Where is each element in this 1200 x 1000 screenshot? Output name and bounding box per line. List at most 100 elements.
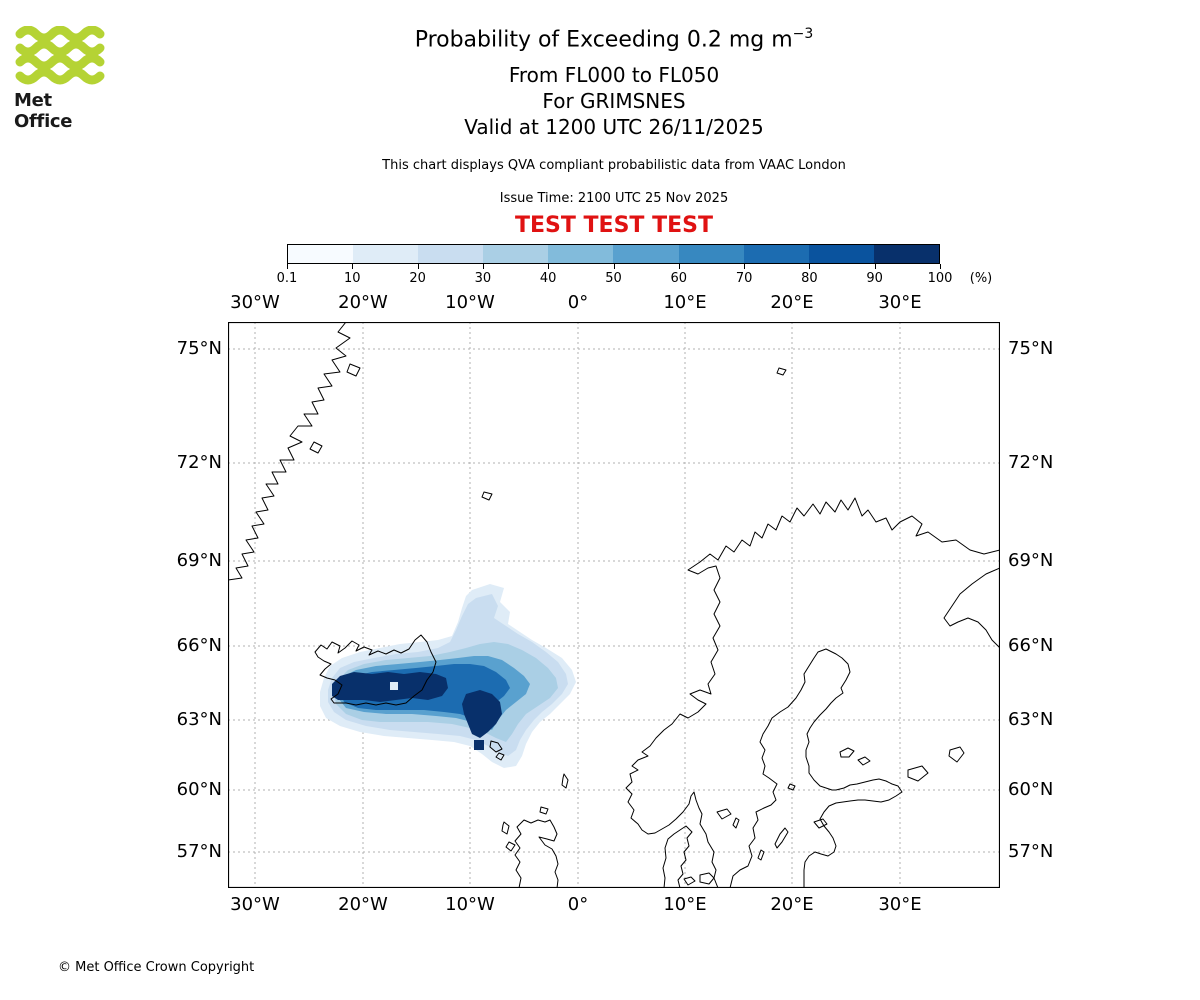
colorbar-unit-label: (%) — [969, 271, 993, 286]
colorbar-tickmark — [352, 264, 354, 269]
lat-label-left: 75°N — [176, 338, 222, 359]
islands-hebrides — [501, 821, 516, 852]
lon-label-top: 10°W — [445, 292, 495, 313]
map-border — [227, 321, 1001, 889]
colorbar-segment — [743, 245, 809, 263]
colorbar-tickmark — [482, 264, 484, 269]
lakes-finland — [839, 747, 871, 766]
met-office-logo-text: Met Office — [14, 90, 73, 132]
colorbar: 0.1 10 20 30 40 50 60 70 80 90 100 (%) — [277, 244, 992, 294]
page-title-exponent: −3 — [792, 26, 814, 42]
lat-label-left: 63°N — [176, 709, 222, 730]
colorbar-segment — [613, 245, 679, 263]
lon-label-bottom: 30°W — [230, 894, 280, 915]
colorbar-segment — [678, 245, 744, 263]
lat-label-left: 66°N — [176, 635, 222, 656]
island-bear-island — [776, 367, 787, 376]
met-office-logo-icon — [15, 26, 105, 85]
colorbar-tickmark — [678, 264, 680, 269]
island-jan-mayen — [481, 491, 493, 501]
lat-label-right: 69°N — [1008, 550, 1054, 571]
islands-faroe — [489, 740, 505, 761]
colorbar-tickmark — [744, 264, 746, 269]
page-title: Probability of Exceeding 0.2 mg m−3 — [0, 26, 1200, 52]
colorbar-tickmark — [613, 264, 615, 269]
lon-label-bottom: 30°E — [878, 894, 922, 915]
lon-label-bottom: 20°E — [770, 894, 814, 915]
lat-label-right: 60°N — [1008, 779, 1054, 800]
plume-layer-90-southeast — [462, 690, 502, 738]
coast-white-sea — [943, 567, 1001, 649]
colorbar-tickmark — [809, 264, 811, 269]
colorbar-segment — [548, 245, 614, 263]
colorbar-segments — [287, 244, 940, 264]
test-banner: TEST TEST TEST — [515, 213, 713, 238]
colorbar-tick-label: 0.1 — [276, 271, 298, 286]
coast-greenland-islet-2 — [309, 441, 323, 454]
lon-label-top: 20°W — [338, 292, 388, 313]
coast-greenland — [227, 321, 351, 581]
colorbar-tickmark — [548, 264, 550, 269]
plume-light-hole — [390, 682, 398, 690]
coast-denmark — [662, 825, 693, 889]
colorbar-tick-label: 10 — [344, 271, 361, 286]
colorbar-segment — [353, 245, 419, 263]
islands-shetland — [561, 773, 569, 789]
island-saaremaa — [813, 818, 828, 829]
subtitle-location: For GRIMSNES — [542, 89, 686, 113]
colorbar-tickmark — [874, 264, 876, 269]
colorbar-tickmark — [287, 264, 288, 269]
island-gotland — [774, 827, 789, 849]
colorbar-segment — [288, 245, 354, 263]
lon-label-top: 10°E — [663, 292, 707, 313]
colorbar-segment — [483, 245, 549, 263]
colorbar-tick-label: 40 — [539, 271, 557, 286]
islands-aland — [787, 783, 796, 791]
map-gridlines — [228, 322, 1000, 888]
lat-label-right: 66°N — [1008, 635, 1054, 656]
colorbar-tick-label: 50 — [605, 271, 622, 286]
lake-onega — [948, 746, 965, 763]
lake-vanern — [716, 808, 732, 820]
lat-label-left: 69°N — [176, 550, 222, 571]
lat-label-right: 63°N — [1008, 709, 1054, 730]
plume-layer-90-speck — [474, 740, 484, 750]
coast-norway-scandinavia — [625, 497, 1001, 889]
lon-label-top: 30°W — [230, 292, 280, 313]
subtitle-flight-levels: From FL000 to FL050 — [508, 63, 720, 87]
coast-scotland — [514, 819, 559, 889]
issue-time: Issue Time: 2100 UTC 25 Nov 2025 — [499, 191, 729, 206]
lon-label-bottom: 0° — [567, 894, 589, 915]
colorbar-segment — [808, 245, 874, 263]
lat-label-left: 72°N — [176, 452, 222, 473]
colorbar-tick-label: 100 — [927, 271, 953, 286]
lake-ladoga — [907, 765, 929, 782]
colorbar-tick-label: 60 — [670, 271, 688, 286]
lon-label-top: 30°E — [878, 292, 922, 313]
chart-description: This chart displays QVA compliant probab… — [382, 158, 846, 173]
islands-orkney — [539, 806, 549, 815]
island-oland — [757, 849, 765, 861]
met-office-logo: Met Office — [14, 26, 114, 132]
copyright-notice: © Met Office Crown Copyright — [58, 960, 255, 975]
colorbar-segment — [873, 245, 939, 263]
coastlines — [227, 321, 1001, 889]
lat-label-right: 57°N — [1008, 841, 1054, 862]
colorbar-tick-label: 80 — [801, 271, 818, 286]
lon-label-bottom: 20°W — [338, 894, 388, 915]
lon-label-top: 20°E — [770, 292, 814, 313]
coast-iceland — [314, 634, 437, 706]
lake-vattern — [732, 817, 740, 829]
coast-baltic-sweden-finland — [729, 648, 903, 889]
probability-plume — [320, 584, 576, 768]
colorbar-tick-label: 30 — [474, 271, 492, 286]
colorbar-tick-label: 70 — [735, 271, 753, 286]
lon-label-bottom: 10°W — [445, 894, 495, 915]
islands-denmark — [683, 872, 715, 886]
lat-label-right: 72°N — [1008, 452, 1054, 473]
lat-label-left: 60°N — [176, 779, 222, 800]
page-title-text: Probability of Exceeding 0.2 mg m — [414, 27, 793, 53]
colorbar-tick-label: 90 — [866, 271, 883, 286]
map-svg — [227, 321, 1001, 889]
